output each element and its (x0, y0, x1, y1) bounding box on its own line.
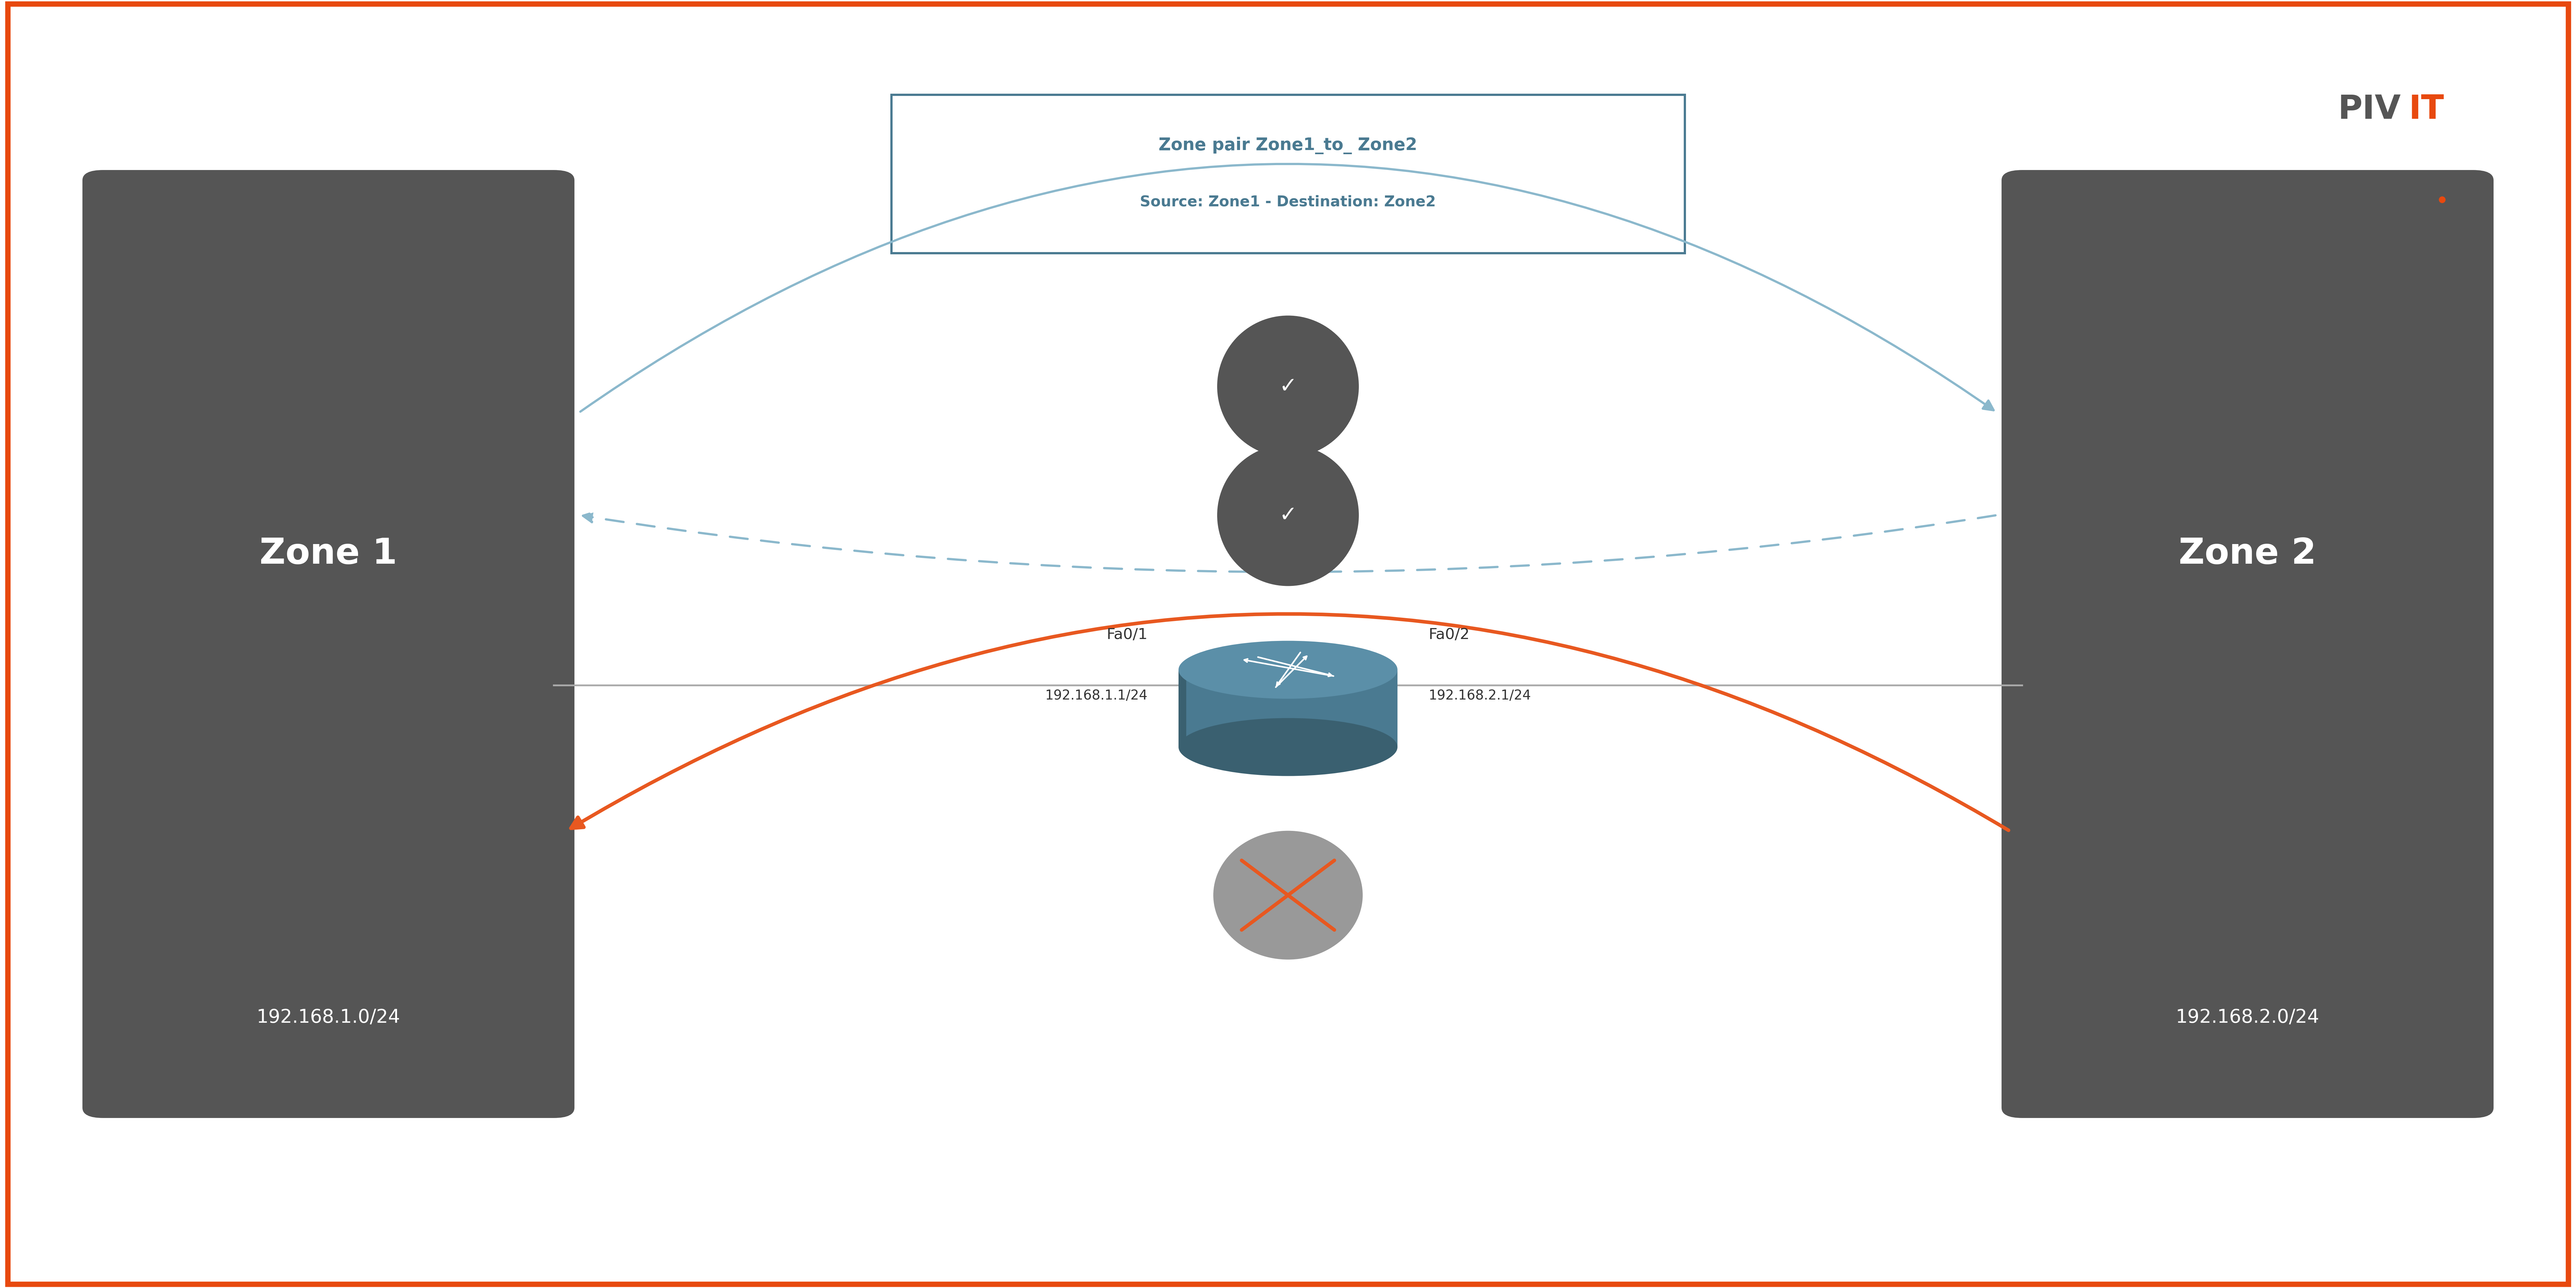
Text: 192.168.1.1/24: 192.168.1.1/24 (1046, 689, 1149, 702)
Text: 192.168.1.0/24: 192.168.1.0/24 (258, 1009, 399, 1027)
FancyBboxPatch shape (2002, 170, 2494, 1118)
Ellipse shape (1213, 831, 1363, 960)
Text: Fa0/2: Fa0/2 (1427, 627, 1468, 643)
FancyArrowPatch shape (580, 164, 1994, 412)
Text: Zone 1: Zone 1 (260, 537, 397, 571)
Bar (1180, 670, 1185, 747)
Text: Source: Zone1 - Destination: Zone2: Source: Zone1 - Destination: Zone2 (1141, 194, 1435, 210)
Text: Fa0/1: Fa0/1 (1108, 627, 1149, 643)
Bar (1180, 670, 1396, 747)
FancyBboxPatch shape (82, 170, 574, 1118)
Ellipse shape (1218, 444, 1360, 586)
FancyBboxPatch shape (891, 95, 1685, 252)
Text: ✓: ✓ (1280, 376, 1296, 397)
Ellipse shape (1180, 641, 1396, 699)
Text: 192.168.2.1/24: 192.168.2.1/24 (1427, 689, 1530, 702)
Text: Zone 2: Zone 2 (2179, 537, 2316, 571)
Text: ✓: ✓ (1280, 505, 1296, 526)
Text: PIV: PIV (2339, 93, 2401, 126)
Ellipse shape (1180, 717, 1396, 775)
FancyArrowPatch shape (582, 513, 1996, 572)
FancyArrowPatch shape (572, 614, 2009, 831)
Text: IT: IT (2409, 93, 2445, 126)
Text: Zone pair Zone1_to_ Zone2: Zone pair Zone1_to_ Zone2 (1159, 137, 1417, 155)
Text: 192.168.2.0/24: 192.168.2.0/24 (2177, 1009, 2318, 1027)
Ellipse shape (1218, 316, 1360, 457)
